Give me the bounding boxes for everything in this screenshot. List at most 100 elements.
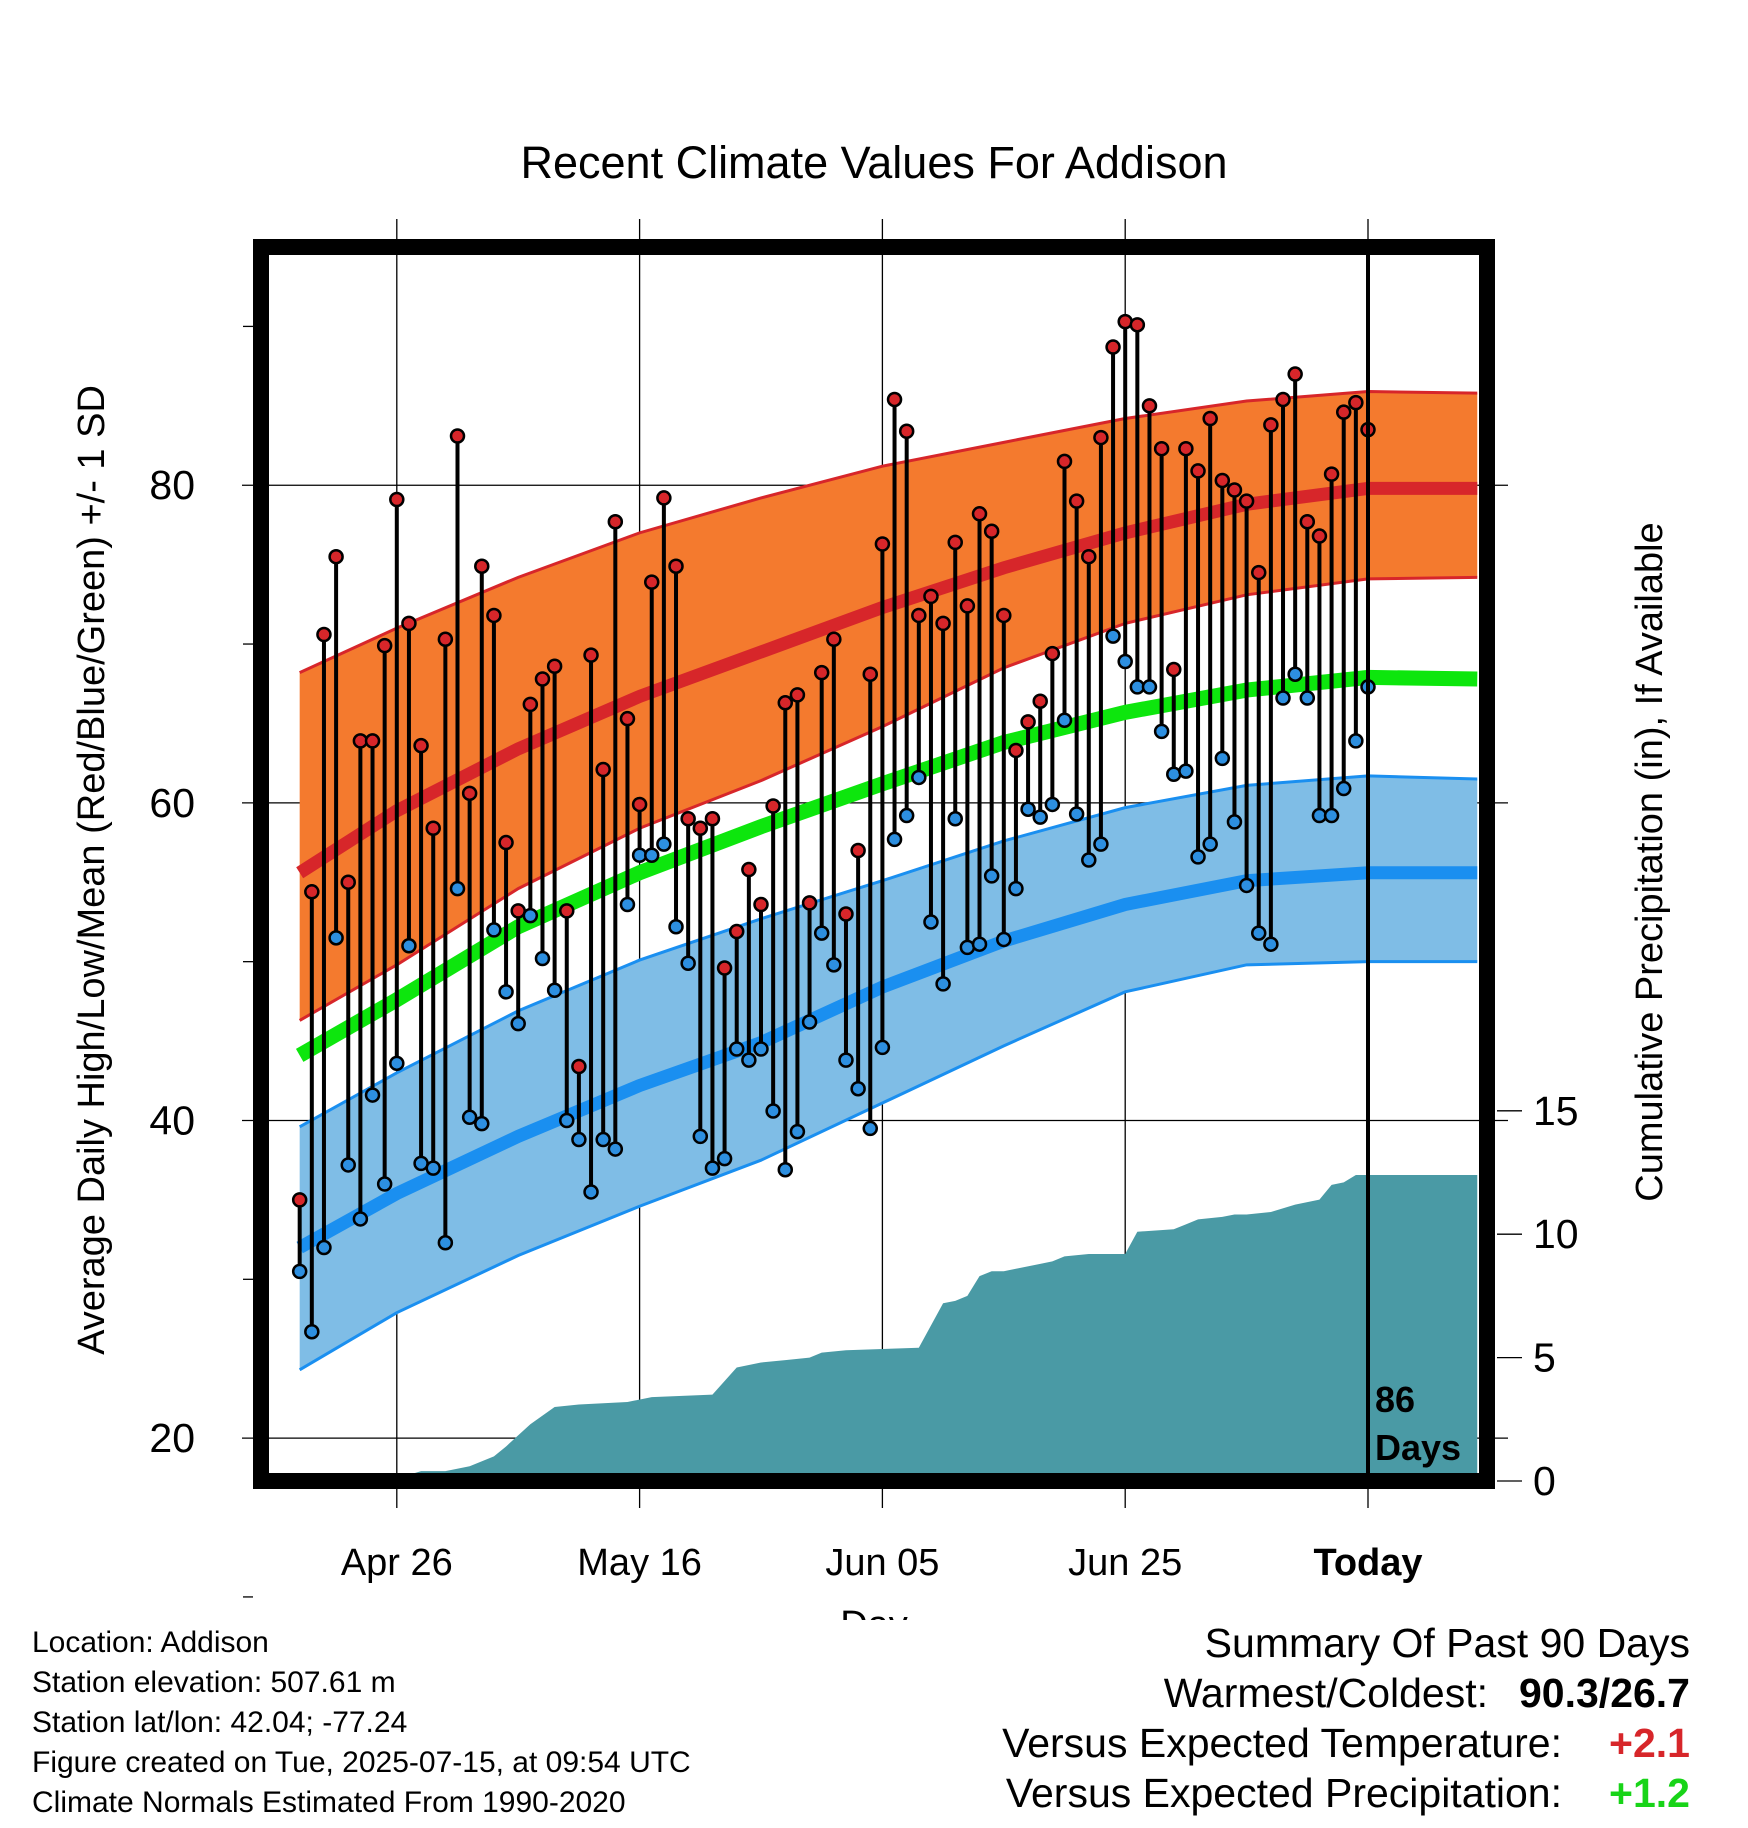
climate-chart: Recent Climate Values For Addison 86 Days… — [71, 137, 1671, 1620]
daily-low-point — [923, 914, 939, 930]
y-tick-label: 20 — [149, 1415, 195, 1461]
daily-low-point — [1299, 690, 1316, 706]
daily-high-point — [728, 923, 745, 940]
daily-high-point — [1129, 317, 1146, 333]
daily-low-point — [401, 938, 417, 954]
daily-high-point — [389, 491, 405, 508]
daily-high-point — [571, 1058, 587, 1075]
daily-high-point — [559, 903, 575, 919]
daily-low-point — [437, 1235, 454, 1251]
daily-high-point — [376, 637, 393, 654]
latlon-text: Station lat/lon: 42.04; -77.24 — [32, 1706, 408, 1739]
daily-low-point — [692, 1128, 709, 1145]
daily-low-point — [1287, 666, 1303, 682]
daily-high-point — [1287, 366, 1303, 382]
daily-high-point — [1323, 466, 1340, 482]
daily-low-point — [911, 769, 927, 786]
daily-low-point — [304, 1323, 320, 1340]
daily-high-point — [437, 631, 454, 648]
daily-low-point — [1117, 653, 1133, 670]
daily-low-point — [777, 1161, 794, 1178]
daily-high-point — [474, 558, 490, 574]
low-lower-line — [298, 960, 1478, 1372]
daily-high-point — [898, 423, 915, 439]
today-days-number: 86 — [1375, 1379, 1415, 1420]
daily-low-point — [935, 976, 951, 992]
daily-low-point — [886, 831, 903, 848]
daily-high-point — [1263, 417, 1279, 433]
x-tick-label: Today — [1313, 1542, 1422, 1584]
daily-high-point — [959, 598, 976, 614]
y-tick-label: 40 — [149, 1097, 195, 1143]
precip-label: Versus Expected Precipitation: — [1005, 1770, 1562, 1816]
daily-low-point — [947, 810, 963, 827]
daily-high-point — [1299, 514, 1316, 530]
daily-high-point — [364, 733, 381, 749]
daily-high-point — [935, 615, 951, 632]
plot-area: 86 Days Apr 26 May 16 Jun 05 Jun 25 Today 20 40 6… — [71, 219, 1671, 1620]
daily-high-point — [449, 428, 466, 444]
today-days-label: Days — [1375, 1427, 1461, 1468]
daily-low-point — [874, 1039, 891, 1056]
daily-high-point — [522, 696, 539, 713]
daily-high-point — [643, 574, 660, 590]
daily-high-point — [704, 810, 721, 827]
daily-low-point — [996, 931, 1012, 948]
daily-low-point — [340, 1157, 356, 1173]
daily-high-point — [983, 523, 1000, 540]
summary-title: Summary Of Past 90 Days — [1204, 1620, 1690, 1666]
daily-high-point — [1178, 440, 1194, 457]
daily-high-point — [1202, 410, 1218, 427]
x-tick-label: Apr 26 — [341, 1542, 453, 1584]
daily-high-point — [716, 960, 733, 976]
warmest-label: Warmest/Coldest: — [1163, 1670, 1488, 1716]
daily-low-point — [704, 1160, 721, 1176]
daily-low-point — [1068, 806, 1085, 822]
daily-low-point — [486, 922, 502, 938]
daily-low-point — [838, 1052, 854, 1068]
daily-low-point — [1056, 712, 1073, 729]
daily-low-point — [376, 1176, 393, 1192]
warmest-row: Warmest/Coldest: 90.3/26.7 — [1002, 1668, 1690, 1718]
daily-low-point — [983, 868, 1000, 884]
y2-axis-title: Cumulative Precipitation (in), If Availa… — [1629, 522, 1671, 1201]
daily-high-point — [656, 490, 672, 506]
daily-low-point — [1214, 750, 1231, 767]
daily-low-point — [1335, 780, 1352, 797]
daily-high-point — [789, 687, 806, 703]
daily-high-point — [340, 874, 356, 891]
daily-low-point — [1202, 836, 1218, 852]
daily-high-point — [1093, 429, 1109, 446]
daily-high-point — [826, 631, 842, 648]
daily-high-point — [1335, 404, 1352, 420]
precip-row: Versus Expected Precipitation: +1.2 — [1002, 1768, 1690, 1818]
daily-high-point — [1348, 394, 1364, 411]
daily-low-point — [498, 984, 514, 1000]
daily-high-point — [753, 896, 769, 913]
daily-low-point — [643, 847, 660, 864]
daily-low-point — [1032, 809, 1048, 825]
created-text: Figure created on Tue, 2025-07-15, at 09… — [32, 1746, 691, 1779]
daily-high-point — [862, 666, 879, 682]
daily-high-point — [425, 820, 441, 837]
precip-value: +1.2 — [1609, 1770, 1690, 1816]
y-axis-title: Average Daily High/Low/Mean (Red/Blue/Gr… — [71, 385, 113, 1355]
daily-high-point — [1044, 645, 1061, 662]
daily-high-point — [413, 737, 429, 754]
daily-high-point — [328, 548, 344, 565]
daily-high-point — [741, 861, 757, 878]
daily-low-point — [813, 925, 830, 941]
daily-low-point — [741, 1052, 757, 1068]
daily-low-point — [1190, 849, 1206, 865]
daily-high-point — [461, 785, 478, 802]
daily-high-point — [1056, 453, 1073, 470]
daily-high-point — [316, 626, 332, 643]
y2-tick-label: 15 — [1533, 1088, 1579, 1134]
daily-high-point — [838, 906, 854, 922]
daily-low-point — [971, 936, 988, 952]
y2-tick-label: 10 — [1533, 1211, 1579, 1257]
daily-high-point — [1020, 714, 1036, 730]
daily-low-point — [656, 836, 672, 852]
daily-low-point — [1348, 733, 1364, 749]
daily-low-point — [1275, 690, 1291, 706]
